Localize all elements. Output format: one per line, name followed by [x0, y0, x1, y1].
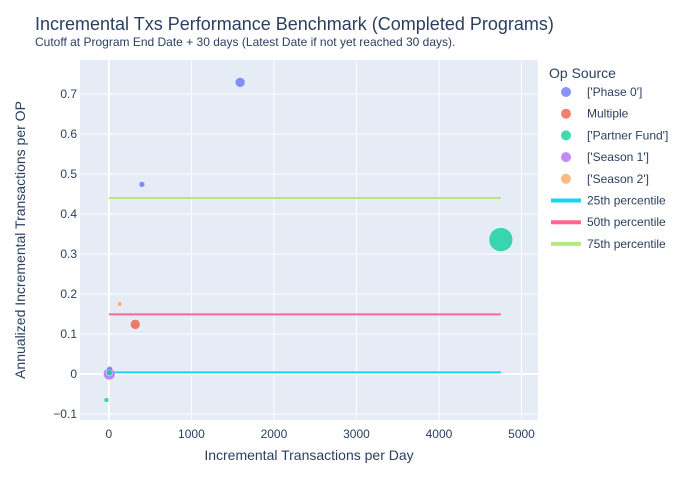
- y-tick-label: 0.3: [60, 247, 77, 261]
- y-tick-label: 0.7: [60, 87, 77, 101]
- chart-subtitle: Cutoff at Program End Date + 30 days (La…: [35, 35, 455, 49]
- legend-label: ['Partner Fund']: [587, 128, 668, 142]
- plot-area: [80, 60, 538, 420]
- y-tick-label: 0.2: [60, 287, 77, 301]
- y-tick-label: 0.1: [60, 327, 77, 341]
- scatter-points: [103, 77, 514, 403]
- x-tick-label: 5000: [508, 427, 535, 441]
- x-tick-label: 0: [106, 427, 113, 441]
- legend-marker: [561, 152, 571, 163]
- grid-lines: [80, 60, 538, 420]
- legend: Op Source ['Phase 0'] Multiple ['Partner F…: [549, 65, 668, 251]
- chart-title: Incremental Txs Performance Benchmark (C…: [35, 14, 554, 34]
- legend-label: 25th percentile: [587, 194, 666, 208]
- scatter-point: [234, 77, 246, 88]
- legend-marker: [561, 87, 571, 97]
- x-tick-label: 2000: [261, 427, 288, 441]
- scatter-point: [130, 319, 141, 330]
- legend-label: ['Season 2']: [587, 172, 649, 186]
- percentile-lines: [108, 197, 501, 374]
- x-tick-label: 4000: [426, 427, 453, 441]
- x-tick-label: 3000: [343, 427, 370, 441]
- x-axis-label: Incremental Transactions per Day: [204, 447, 413, 463]
- y-tick-label: 0: [70, 367, 77, 381]
- y-axis-ticks: −0.1 0 0.1 0.2 0.3 0.4 0.5 0.6 0.7: [53, 87, 77, 421]
- y-tick-label: −0.1: [53, 407, 77, 421]
- scatter-point: [116, 301, 123, 307]
- legend-marker: [561, 173, 571, 184]
- x-tick-label: 1000: [178, 427, 205, 441]
- legend-title: Op Source: [549, 65, 616, 81]
- y-tick-label: 0.6: [60, 127, 77, 141]
- scatter-point: [138, 181, 146, 188]
- legend-items: ['Phase 0'] Multiple ['Partner Fund'] ['Sea…: [551, 85, 668, 251]
- legend-label: 75th percentile: [587, 237, 666, 251]
- scatter-point: [488, 227, 514, 252]
- y-tick-label: 0.5: [60, 167, 77, 181]
- scatter-point: [103, 397, 110, 403]
- y-axis-label: Annualized Incremental Transactions per …: [12, 101, 28, 379]
- x-axis-ticks: 0 1000 2000 3000 4000 5000: [106, 427, 536, 441]
- legend-marker: [561, 108, 571, 119]
- y-tick-label: 0.4: [60, 207, 77, 221]
- legend-label: 50th percentile: [587, 215, 666, 229]
- scatter-point: [106, 369, 113, 377]
- legend-label: ['Phase 0']: [587, 85, 642, 99]
- legend-label: Multiple: [587, 107, 629, 121]
- legend-marker: [561, 130, 571, 141]
- legend-label: ['Season 1']: [587, 150, 649, 164]
